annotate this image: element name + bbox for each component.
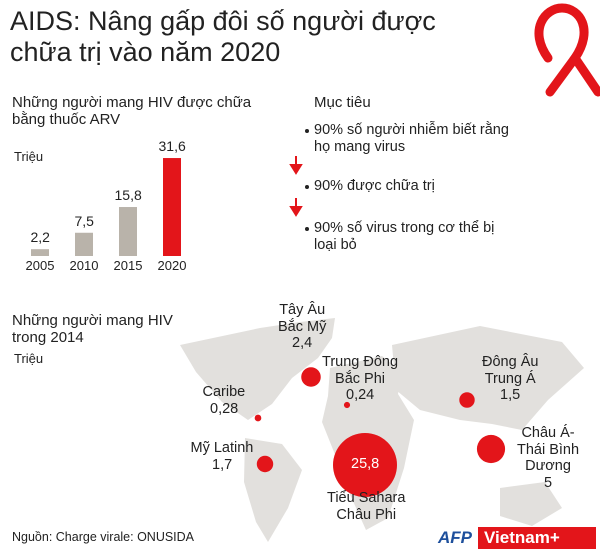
- goal-item: 90% được chữa trị: [314, 178, 435, 194]
- region-label: Châu Á- Thái Bình Dương: [517, 425, 580, 475]
- bar: [119, 207, 137, 256]
- region-label: Caribe: [202, 384, 246, 400]
- region-label: Trung Đông Bắc Phi: [322, 354, 399, 387]
- bubble: [301, 367, 321, 387]
- bubble: [459, 392, 475, 408]
- goal-item: 90% số người nhiễm biết rằng họ mang vir…: [314, 122, 509, 155]
- x-tick-label: 2020: [157, 258, 187, 273]
- y-label: Triệu: [14, 149, 44, 164]
- bullet: [305, 185, 309, 189]
- bar: [163, 158, 181, 256]
- bubble: [256, 455, 274, 473]
- value-label: 31,6: [158, 138, 186, 155]
- value-label: 1,5: [500, 387, 521, 403]
- logo-bg: [478, 527, 596, 549]
- bar: [75, 232, 93, 256]
- bullet: [305, 129, 309, 133]
- value-label: 7,5: [74, 212, 94, 229]
- value-label: 15,8: [114, 187, 142, 204]
- goal-item: 90% số virus trong cơ thể bị loại bỏ: [314, 220, 495, 253]
- y-label: Triệu: [14, 351, 44, 366]
- value-label: 2,2: [30, 229, 50, 246]
- value-label: 1,7: [212, 457, 233, 473]
- value-label: 2,4: [292, 335, 313, 351]
- x-tick-label: 2010: [69, 258, 99, 273]
- bubble: [254, 414, 262, 422]
- bubble: [476, 434, 506, 464]
- source: Nguồn: Charge virale: ONUSIDA: [12, 530, 195, 544]
- x-tick-label: 2015: [113, 258, 143, 273]
- goals-title: Mục tiêu: [314, 94, 371, 111]
- region-label: Tiểu Sahara Châu Phi: [327, 490, 406, 523]
- ribbon: [534, 3, 600, 97]
- world-map: [180, 318, 584, 542]
- chart-title: Những người mang HIV được chữa bằng thuố…: [12, 94, 252, 129]
- region-label: Đông Âu Trung Á: [482, 354, 539, 387]
- region-label: Mỹ Latinh: [190, 440, 254, 456]
- bar: [31, 249, 49, 256]
- bullet: [305, 227, 309, 231]
- bubble: [343, 401, 351, 409]
- value-label: 5: [544, 475, 553, 491]
- logo-vietnamplus: Vietnam+: [484, 528, 560, 547]
- value-label: 0,28: [210, 401, 239, 417]
- title: AIDS: Nâng gấp đôi số người được chữa tr…: [10, 6, 436, 68]
- region-label: Tây Âu Bắc Mỹ: [278, 302, 327, 335]
- x-tick-label: 2005: [25, 258, 55, 273]
- bubble: [332, 432, 398, 498]
- goal-arrows: [289, 156, 303, 217]
- chart-title: Những người mang HIV trong 2014: [12, 312, 173, 347]
- value-label: 25,8: [351, 456, 380, 472]
- value-label: 0,24: [346, 387, 375, 403]
- logo-afp: AFP: [438, 528, 472, 547]
